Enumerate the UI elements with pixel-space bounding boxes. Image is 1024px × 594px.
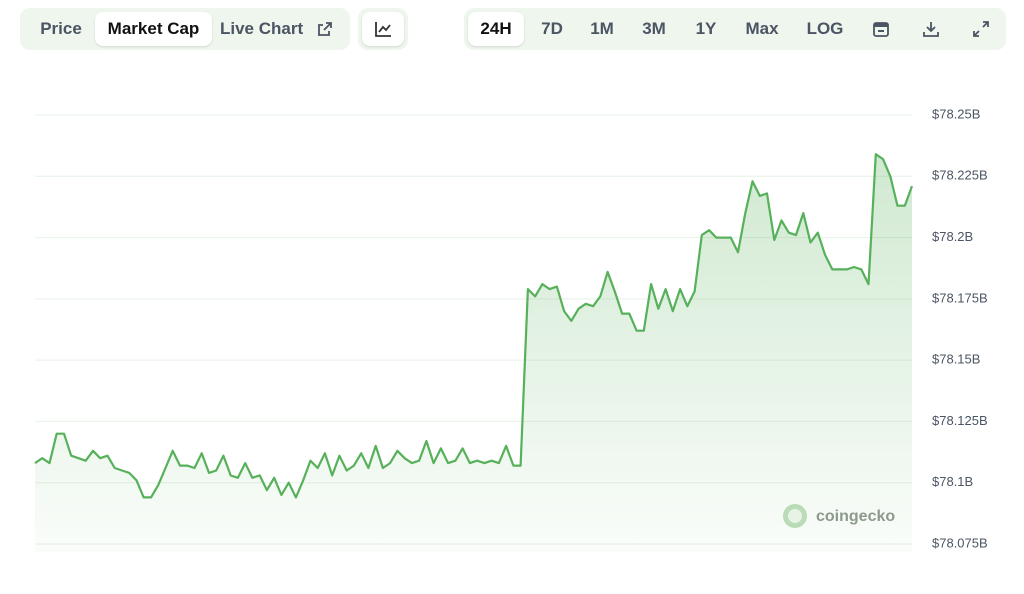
watermark-text: coingecko xyxy=(816,508,895,525)
y-tick-label: $78.2B xyxy=(932,229,973,244)
range-button[interactable]: 3M xyxy=(642,19,666,38)
line xyxy=(34,153,914,499)
range-button[interactable]: Max xyxy=(745,19,779,38)
download-button[interactable] xyxy=(912,12,950,46)
tab-button[interactable]: Live Chart xyxy=(220,19,304,38)
y-tick-label: $78.225B xyxy=(932,168,988,183)
tab-button[interactable]: Price xyxy=(40,19,82,38)
line-chart-icon xyxy=(375,22,391,37)
range-button[interactable]: LOG xyxy=(806,19,844,38)
watermark: coingecko xyxy=(783,504,895,528)
calendar-icon xyxy=(873,22,889,37)
y-tick-label: $78.125B xyxy=(932,413,988,428)
y-tick-label: $78.15B xyxy=(932,352,980,367)
y-tick-label: $78.075B xyxy=(932,535,988,550)
y-tick-label: $78.25B xyxy=(932,106,980,121)
range-button[interactable]: 24H xyxy=(468,12,524,46)
range-button[interactable]: 7D xyxy=(541,19,563,38)
tab-button[interactable]: Market Cap xyxy=(95,12,212,46)
area xyxy=(35,154,912,552)
chart-type-button[interactable] xyxy=(362,12,404,46)
y-tick-label: $78.1B xyxy=(932,474,973,489)
range-group: 24H 7D 1M 3M 1Y Max LOG xyxy=(464,8,1006,50)
range-button[interactable]: 1M xyxy=(590,19,614,38)
fullscreen-icon xyxy=(973,21,989,37)
download-icon xyxy=(923,22,939,37)
fullscreen-button[interactable] xyxy=(962,12,1000,46)
y-tick-label: $78.175B xyxy=(932,290,988,305)
tab-group: Price Market Cap Live Chart xyxy=(20,8,350,50)
calendar-button[interactable] xyxy=(862,12,900,46)
chart-type-group xyxy=(358,8,408,50)
range-button[interactable]: 1Y xyxy=(695,19,717,38)
external-link-icon xyxy=(318,22,332,36)
